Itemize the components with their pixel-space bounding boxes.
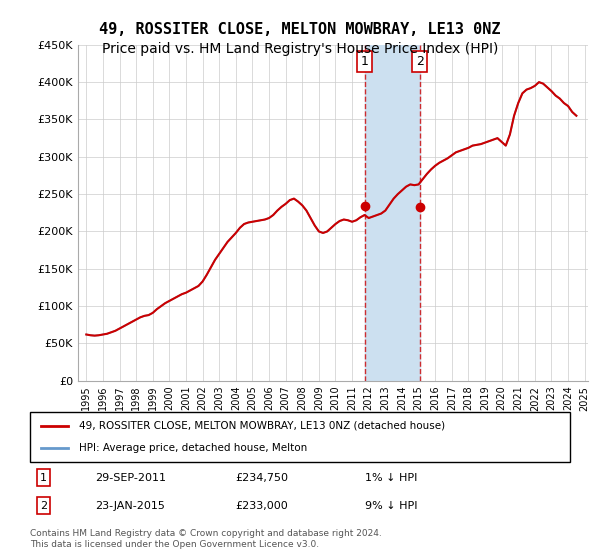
Text: HPI: Average price, detached house, Melton: HPI: Average price, detached house, Melt… xyxy=(79,443,307,453)
Text: 29-SEP-2011: 29-SEP-2011 xyxy=(95,473,166,483)
Text: 23-JAN-2015: 23-JAN-2015 xyxy=(95,501,164,511)
Text: 9% ↓ HPI: 9% ↓ HPI xyxy=(365,501,418,511)
Text: Price paid vs. HM Land Registry's House Price Index (HPI): Price paid vs. HM Land Registry's House … xyxy=(102,42,498,56)
Text: £233,000: £233,000 xyxy=(235,501,288,511)
Text: 1% ↓ HPI: 1% ↓ HPI xyxy=(365,473,417,483)
Text: 1: 1 xyxy=(361,55,368,68)
FancyBboxPatch shape xyxy=(30,412,570,462)
Text: 49, ROSSITER CLOSE, MELTON MOWBRAY, LE13 0NZ (detached house): 49, ROSSITER CLOSE, MELTON MOWBRAY, LE13… xyxy=(79,421,445,431)
Text: £234,750: £234,750 xyxy=(235,473,288,483)
Text: Contains HM Land Registry data © Crown copyright and database right 2024.
This d: Contains HM Land Registry data © Crown c… xyxy=(30,529,382,549)
Text: 49, ROSSITER CLOSE, MELTON MOWBRAY, LE13 0NZ: 49, ROSSITER CLOSE, MELTON MOWBRAY, LE13… xyxy=(99,22,501,38)
Bar xyxy=(365,45,420,381)
Text: 2: 2 xyxy=(40,501,47,511)
Text: 1: 1 xyxy=(40,473,47,483)
Text: 2: 2 xyxy=(416,55,424,68)
